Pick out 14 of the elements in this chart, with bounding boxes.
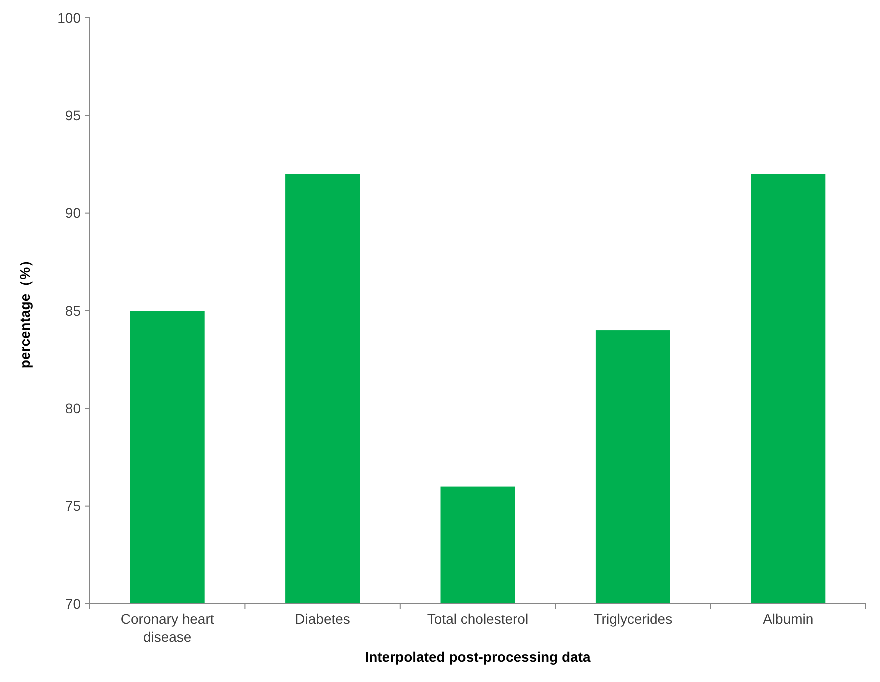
y-tick-label: 95	[65, 108, 82, 124]
x-tick-label: Albumin	[763, 611, 814, 627]
x-tick-label: Triglycerides	[594, 611, 673, 627]
y-tick-label: 75	[65, 498, 82, 514]
x-axis-title: Interpolated post-processing data	[365, 649, 592, 665]
y-tick-label: 85	[65, 302, 82, 319]
x-tick-label: Total cholesterol	[427, 611, 529, 627]
y-tick-label: 80	[65, 400, 82, 417]
y-tick-label: 70	[65, 596, 82, 612]
y-tick-label: 90	[65, 205, 82, 222]
x-tick-label: Coronary heart disease	[120, 611, 214, 645]
x-tick-label: Diabetes	[295, 611, 350, 627]
y-axis-title: percentage（%）	[17, 253, 33, 369]
y-tick-label: 100	[58, 10, 82, 26]
